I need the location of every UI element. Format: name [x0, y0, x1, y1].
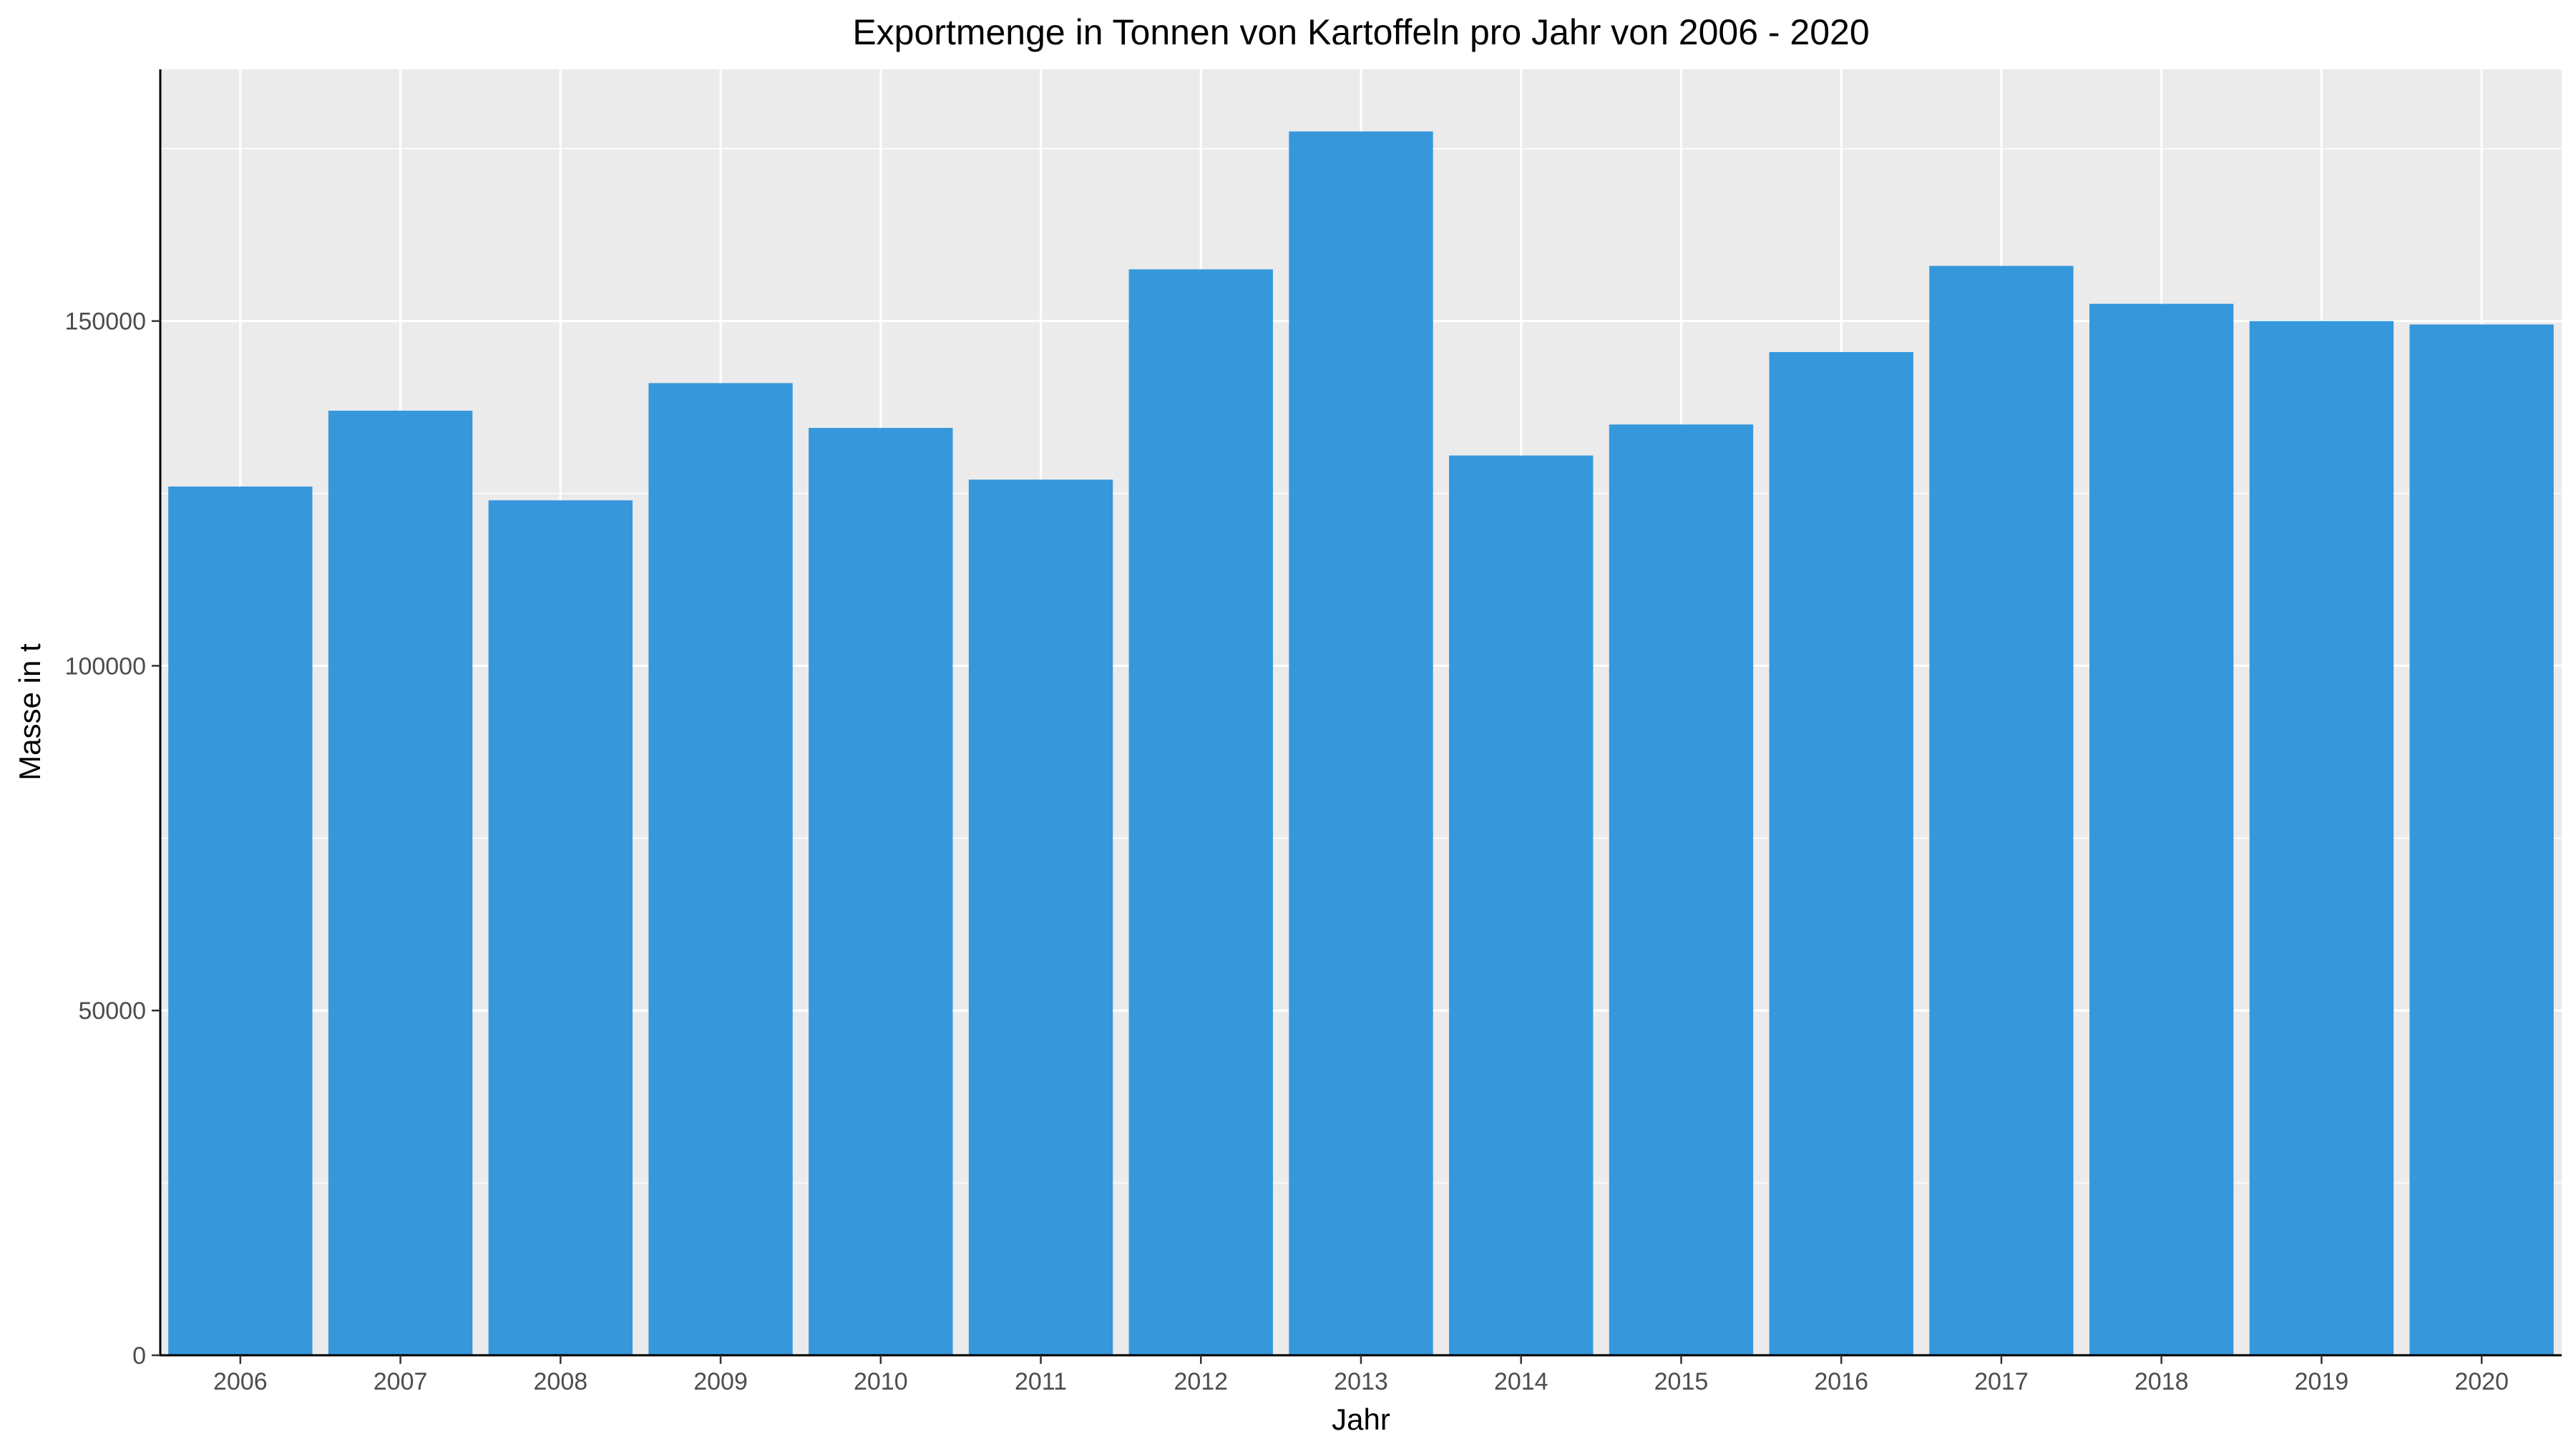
x-tick-label: 2010 — [854, 1368, 908, 1395]
x-tick-label: 2012 — [1174, 1368, 1228, 1395]
bar-2007 — [328, 410, 473, 1356]
x-tick-label: 2009 — [693, 1368, 748, 1395]
x-tick-label: 2008 — [534, 1368, 588, 1395]
x-tick-label: 2018 — [2135, 1368, 2189, 1395]
bars — [168, 131, 2554, 1356]
bar-2016 — [1769, 352, 1913, 1356]
bar-2012 — [1128, 269, 1273, 1355]
y-axis-title: Masse in t — [13, 643, 47, 781]
bar-2018 — [2089, 303, 2234, 1355]
x-tick-label: 2011 — [1015, 1368, 1067, 1395]
y-tick-label: 0 — [132, 1342, 146, 1370]
x-tick-label: 2006 — [213, 1368, 268, 1395]
x-tick-label: 2007 — [374, 1368, 428, 1395]
bar-2010 — [809, 428, 953, 1355]
x-tick-label: 2013 — [1334, 1368, 1388, 1395]
bar-2009 — [648, 383, 793, 1356]
y-tick-label: 100000 — [65, 653, 146, 680]
x-tick-label: 2014 — [1494, 1368, 1548, 1395]
bar-2013 — [1289, 131, 1433, 1355]
x-tick-label: 2020 — [2454, 1368, 2509, 1395]
x-axis-title: Jahr — [1332, 1402, 1390, 1436]
bar-2006 — [168, 486, 313, 1355]
x-tick-label: 2016 — [1814, 1368, 1868, 1395]
y-tick-label: 150000 — [65, 308, 146, 336]
bar-2017 — [1929, 265, 2074, 1355]
bar-2019 — [2249, 321, 2394, 1356]
x-tick-label: 2015 — [1654, 1368, 1709, 1395]
y-axis-ticks: 0 50000 100000 150000 — [65, 308, 160, 1370]
bar-2015 — [1609, 424, 1754, 1355]
x-tick-label: 2017 — [1974, 1368, 2029, 1395]
y-tick-label: 50000 — [78, 997, 146, 1025]
chart-title: Exportmenge in Tonnen von Kartoffeln pro… — [852, 12, 1869, 52]
bar-2020 — [2409, 324, 2554, 1355]
bar-2008 — [488, 500, 633, 1355]
bar-2014 — [1449, 455, 1594, 1355]
bar-2011 — [968, 479, 1113, 1355]
x-axis-ticks: 2006 2007 2008 2009 2010 2011 2012 2013 2014 2015… — [213, 1355, 2509, 1395]
x-tick-label: 2019 — [2295, 1368, 2349, 1395]
